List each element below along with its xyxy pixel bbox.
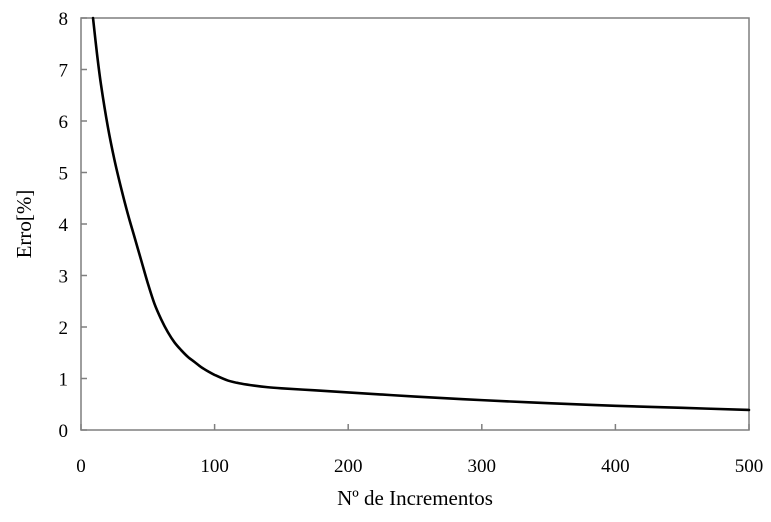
x-tick-label: 200 [334,456,363,477]
y-axis-title: Erro[%] [12,190,36,259]
y-axis-ticks: 0 1 2 3 4 5 6 7 8 [59,9,87,442]
y-tick-label: 3 [59,267,69,288]
x-tick-label: 400 [601,456,630,477]
x-tick-label: 0 [76,456,86,477]
series-line [91,16,751,412]
x-tick-label: 300 [468,456,497,477]
y-tick-label: 6 [59,112,69,133]
plot-frame [80,17,750,431]
y-tick-label: 1 [59,370,69,391]
y-tick-label: 0 [59,421,69,442]
y-tick-label: 4 [59,215,69,236]
y-tick-label: 2 [59,318,69,339]
y-tick-label: 5 [59,164,69,185]
y-tick-label: 8 [59,9,69,30]
x-axis-title: Nº de Incrementos [337,486,493,510]
x-tick-label: 100 [200,456,229,477]
y-tick-label: 7 [59,61,69,82]
x-axis-ticks: 0 100 200 300 400 500 [76,424,763,477]
x-tick-label: 500 [735,456,764,477]
